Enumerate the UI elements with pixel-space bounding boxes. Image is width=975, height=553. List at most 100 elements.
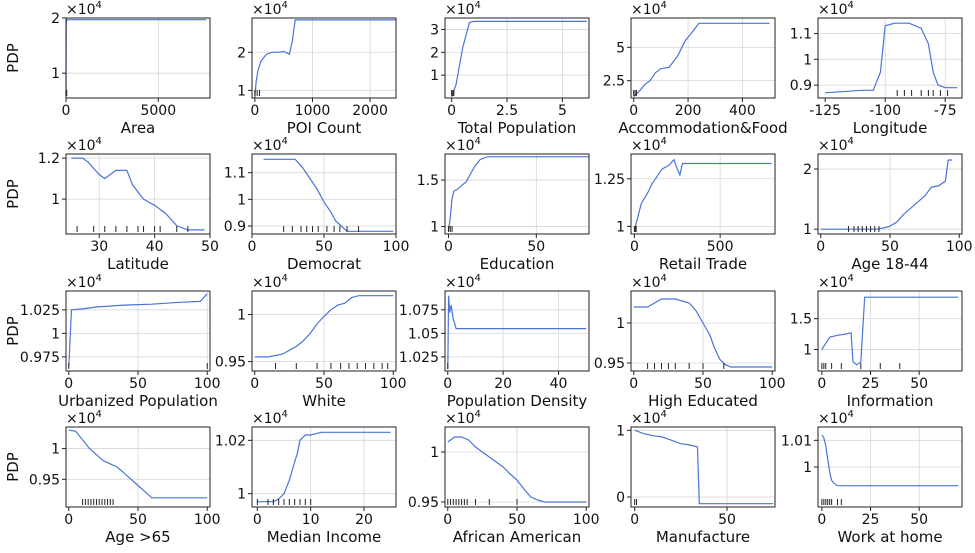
x-axis-label: Population Density	[447, 392, 588, 410]
x-axis-label: African American	[453, 528, 581, 546]
sci-multiplier: ×104	[631, 273, 667, 291]
x-tick-label: 2000	[352, 103, 388, 119]
y-tick-label: 1	[237, 192, 246, 208]
plot-frame	[630, 153, 776, 235]
y-tick-label: 1	[237, 308, 246, 324]
y-tick-label: 1	[237, 83, 246, 99]
y-axis-label: PDP	[4, 43, 22, 73]
sci-multiplier: ×104	[631, 409, 667, 427]
x-tick-label: 100	[759, 376, 786, 392]
x-tick-label: 100	[194, 376, 221, 392]
y-tick-label: 1.05	[408, 326, 439, 342]
x-tick-label: 50	[315, 239, 333, 255]
x-axis-label: Work at home	[837, 528, 942, 546]
y-tick-label: 1.02	[215, 433, 246, 449]
x-axis-label: Accommodation&Food	[618, 119, 787, 137]
y-tick-label: 0.95	[408, 495, 439, 511]
pdp-panel-12: 0 20 40 1.025 1.05 1.075 ×104 Population Densit…	[399, 273, 590, 410]
plot-frame	[251, 17, 397, 99]
x-tick-label: 0	[630, 239, 639, 255]
x-axis-label: White	[302, 392, 346, 410]
x-tick-label: 0	[443, 376, 452, 392]
x-tick-label: 100	[383, 239, 410, 255]
x-tick-label: 400	[729, 103, 756, 119]
x-axis-label: Manufacture	[656, 528, 750, 546]
x-tick-label: 50	[910, 512, 928, 528]
plot-frame	[817, 17, 963, 99]
sci-multiplier: ×104	[445, 273, 481, 291]
pdp-series-line	[633, 22, 770, 98]
x-tick-label: 40	[146, 239, 164, 255]
sci-multiplier: ×104	[445, 0, 481, 18]
x-tick-label: 50	[129, 376, 147, 392]
x-tick-label: 30	[90, 239, 108, 255]
pdp-series-line	[254, 19, 396, 99]
pdp-panel-13: 0 50 100 0.95 1 ×104 High Educated	[594, 273, 786, 410]
x-tick-label: 100	[194, 512, 221, 528]
y-tick-label: 1	[51, 66, 60, 82]
x-tick-label: 0	[62, 103, 71, 119]
x-axis-label: Area	[121, 119, 156, 137]
sci-multiplier: ×104	[818, 273, 854, 291]
x-tick-label: 0	[248, 239, 257, 255]
pdp-series-line	[68, 293, 208, 367]
y-tick-label: 1.01	[781, 433, 812, 449]
pdp-panel-14: 0 25 50 1 1.5 ×104 Information	[790, 273, 963, 410]
sci-multiplier: ×104	[252, 409, 288, 427]
plot-frame	[630, 17, 776, 99]
pdp-series-line	[254, 295, 394, 358]
plot-frame	[444, 153, 590, 235]
y-tick-label: 0.9	[224, 219, 246, 235]
sci-multiplier: ×104	[252, 0, 288, 18]
pdp-panel-4: -125 -100 -75 0.9 1 1.1 ×104 Longitude	[790, 0, 963, 137]
y-tick-label: 2	[237, 45, 246, 61]
y-tick-label: 1.5	[417, 173, 439, 189]
x-tick-label: 0	[817, 376, 826, 392]
pdp-series-line	[71, 157, 205, 231]
y-tick-label: 0.975	[20, 350, 60, 366]
x-tick-label: 50	[718, 512, 736, 528]
sci-multiplier: ×104	[445, 136, 481, 154]
pdp-panel-17: 0 50 100 0.95 1 ×104 African American	[408, 409, 600, 546]
y-tick-label: 1.1	[224, 166, 246, 182]
x-axis-label: POI Count	[287, 119, 362, 137]
plot-frame	[251, 426, 397, 508]
x-tick-label: -75	[934, 103, 957, 119]
pdp-series-line	[820, 159, 953, 230]
pdp-panel-19: 0 25 50 1 1.01 ×104 Work at home	[781, 409, 963, 546]
x-tick-label: 0	[444, 239, 453, 255]
y-tick-label: 2	[51, 11, 60, 27]
y-tick-label: 0.95	[29, 472, 60, 488]
plot-frame	[817, 290, 963, 372]
y-tick-label: 0.95	[594, 356, 625, 372]
plot-frame	[630, 426, 776, 508]
x-axis-label: Retail Trade	[659, 255, 747, 273]
y-axis-label: PDP	[4, 452, 22, 482]
x-axis-label: Longitude	[853, 119, 928, 137]
pdp-series-line	[65, 19, 207, 96]
sci-multiplier: ×104	[252, 136, 288, 154]
x-tick-label: 100	[380, 376, 407, 392]
pdp-panel-3: 0 200 400 2.5 5 ×104 Accommodation&Food	[603, 0, 788, 137]
x-tick-label: 20	[494, 376, 512, 392]
pdp-panel-1: 0 1000 2000 1 2 ×104 POI Count	[237, 0, 397, 137]
x-tick-label: -125	[809, 103, 841, 119]
pdp-series-line	[447, 436, 587, 503]
y-tick-label: 1	[803, 342, 812, 358]
y-tick-label: 5	[616, 40, 625, 56]
pdp-series-line	[633, 158, 772, 231]
sci-multiplier: ×104	[66, 409, 102, 427]
pdp-series-line	[821, 434, 959, 487]
sci-multiplier: ×104	[818, 409, 854, 427]
y-tick-label: 1	[616, 219, 625, 235]
sci-multiplier: ×104	[818, 136, 854, 154]
x-tick-label: 0	[629, 103, 638, 119]
x-tick-label: 2.5	[496, 103, 518, 119]
x-tick-label: 5000	[140, 103, 176, 119]
plot-frame	[444, 17, 590, 99]
x-tick-label: -100	[869, 103, 901, 119]
y-tick-label: 1	[51, 192, 60, 208]
x-tick-label: 20	[355, 512, 373, 528]
sci-multiplier: ×104	[631, 136, 667, 154]
